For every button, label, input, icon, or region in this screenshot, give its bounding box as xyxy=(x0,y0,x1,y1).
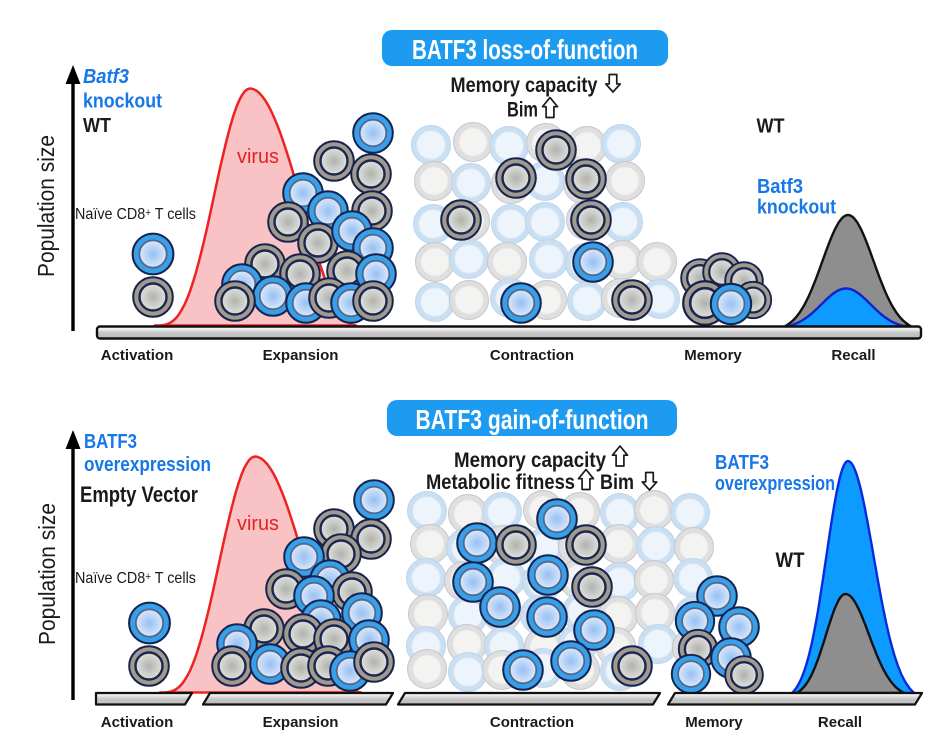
svg-text:overexpression: overexpression xyxy=(84,453,211,476)
svg-text:Expansion: Expansion xyxy=(263,714,339,731)
svg-text:Memory capacity: Memory capacity xyxy=(454,449,606,472)
svg-text:overexpression: overexpression xyxy=(715,472,835,495)
svg-text:Memory capacity: Memory capacity xyxy=(451,74,598,97)
svg-text:knockout: knockout xyxy=(757,196,836,219)
svg-text:Bim: Bim xyxy=(600,471,634,494)
svg-text:Recall: Recall xyxy=(818,714,862,731)
svg-text:Metabolic fitness: Metabolic fitness xyxy=(426,471,575,494)
svg-text:Memory: Memory xyxy=(684,347,742,364)
svg-text:Contraction: Contraction xyxy=(490,347,574,364)
svg-text:Population size: Population size xyxy=(34,503,60,645)
svg-text:Recall: Recall xyxy=(831,347,875,364)
svg-text:BATF3: BATF3 xyxy=(84,430,137,453)
svg-text:Batf3: Batf3 xyxy=(757,175,803,198)
svg-text:Population size: Population size xyxy=(33,135,59,277)
svg-text:Memory: Memory xyxy=(685,714,743,731)
svg-text:Activation: Activation xyxy=(101,714,174,731)
svg-text:WT: WT xyxy=(83,114,111,137)
svg-text:knockout: knockout xyxy=(83,90,162,113)
svg-text:Naïve CD8+ T cells: Naïve CD8+ T cells xyxy=(75,570,196,587)
svg-text:virus: virus xyxy=(237,513,279,535)
svg-text:Expansion: Expansion xyxy=(263,347,339,364)
svg-text:BATF3 gain-of-function: BATF3 gain-of-function xyxy=(416,404,649,435)
svg-text:Bim: Bim xyxy=(507,99,538,122)
svg-text:WT: WT xyxy=(757,115,785,138)
svg-text:virus: virus xyxy=(237,146,279,168)
svg-text:Batf3: Batf3 xyxy=(83,65,130,88)
svg-text:Contraction: Contraction xyxy=(490,714,574,731)
svg-text:Activation: Activation xyxy=(101,347,174,364)
svg-text:BATF3 loss-of-function: BATF3 loss-of-function xyxy=(412,34,638,65)
svg-text:BATF3: BATF3 xyxy=(715,451,769,474)
svg-text:Naïve CD8+ T cells: Naïve CD8+ T cells xyxy=(75,206,196,223)
svg-text:WT: WT xyxy=(776,549,805,572)
svg-text:Empty Vector: Empty Vector xyxy=(80,482,198,507)
